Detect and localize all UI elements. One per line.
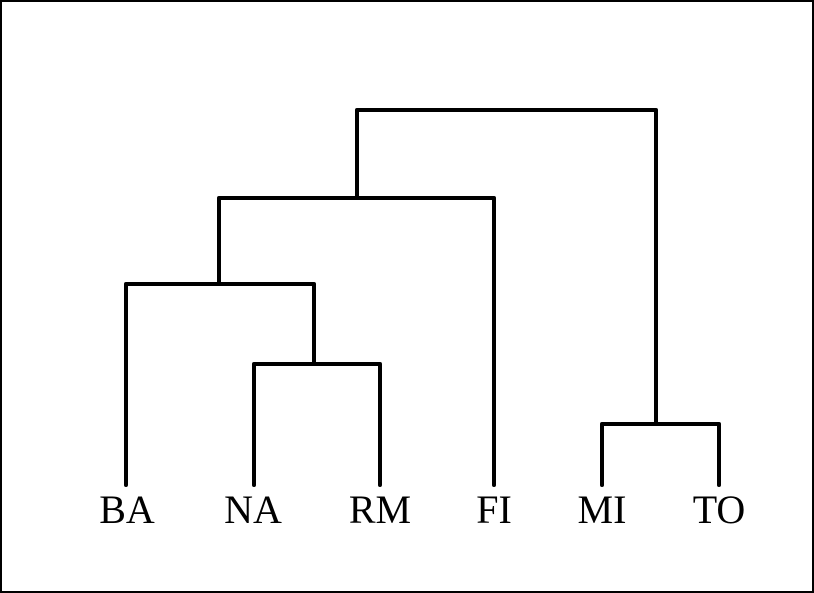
leaf-label-rm: RM	[349, 487, 411, 532]
leaf-label-ba: BA	[99, 487, 155, 532]
merge-mi-to	[600, 422, 721, 487]
leaf-label-fi: FI	[476, 487, 512, 532]
leaf-label-to: TO	[693, 487, 746, 532]
merge-root	[355, 108, 658, 426]
leaf-label-na: NA	[224, 487, 282, 532]
merge-ba-na-rm	[124, 282, 316, 487]
merge-na-rm	[252, 362, 382, 487]
leaf-label-mi: MI	[578, 487, 627, 532]
merge-ba-na-rm-fi	[217, 196, 496, 487]
